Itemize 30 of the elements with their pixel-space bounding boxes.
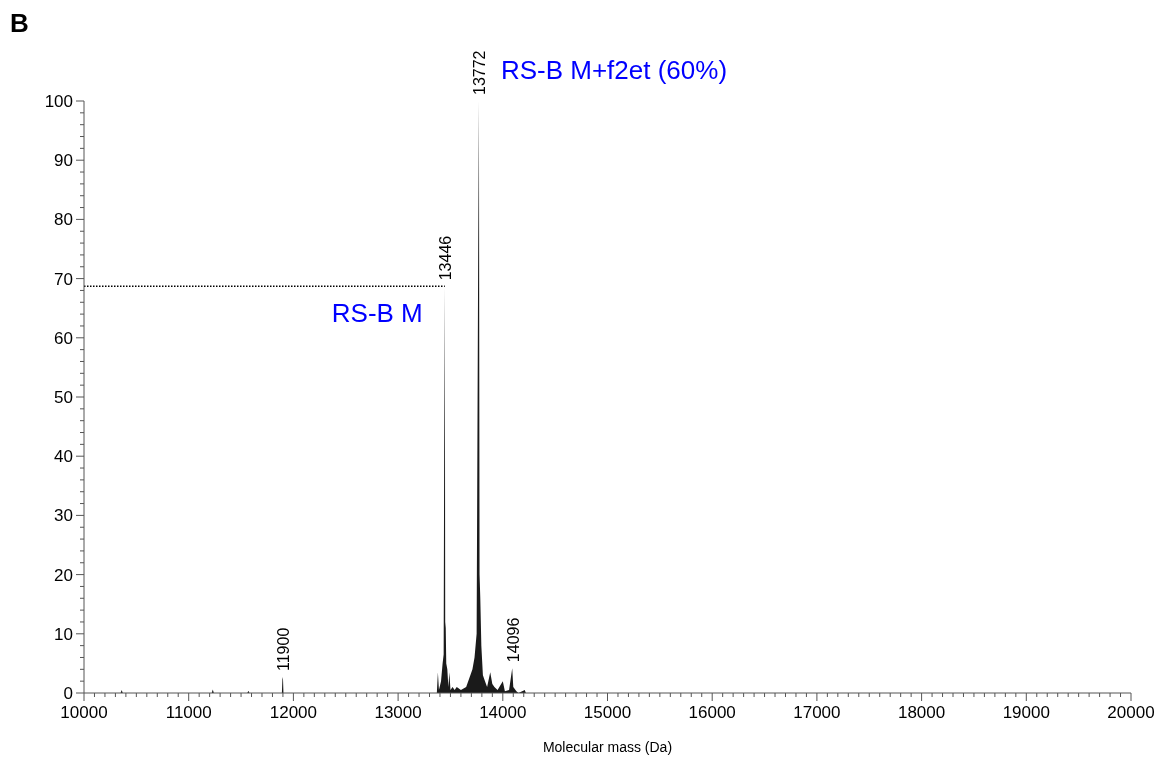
x-tick-label: 12000 <box>269 703 318 722</box>
annotation: 14096 <box>504 617 522 663</box>
x-tick-label: 19000 <box>1002 703 1050 722</box>
x-axis-title: Molecular mass (Da) <box>542 739 673 755</box>
y-tick-label: 70 <box>54 269 73 289</box>
annotation: 13446 <box>436 235 454 281</box>
y-tick-label: 100 <box>44 91 73 111</box>
x-tick-label: 20000 <box>1107 703 1155 722</box>
y-tick-label: 40 <box>54 447 73 467</box>
y-tick-label: 10 <box>54 624 73 644</box>
annotation: 13772 <box>470 50 488 95</box>
x-tick-label: 16000 <box>688 703 736 722</box>
y-tick-label: 20 <box>54 565 73 585</box>
annotation: 11900 <box>274 627 292 672</box>
chart-title: B <box>10 8 29 38</box>
x-tick-label: 11000 <box>165 703 212 722</box>
x-tick-label: 15000 <box>583 703 632 722</box>
annotation: RS-B M <box>331 298 423 329</box>
text: RS-B M+f2et (60%) <box>500 55 728 85</box>
y-tick-label: 80 <box>54 210 73 230</box>
x-tick-label: 18000 <box>897 703 946 722</box>
x-tick-label: 14000 <box>479 703 527 722</box>
x-tick-label: 13000 <box>374 703 422 722</box>
y-tick-label: 60 <box>54 328 73 348</box>
y-tick-label: 30 <box>54 506 73 526</box>
x-tick-label: 10000 <box>60 703 108 722</box>
y-tick-label: 90 <box>54 151 73 171</box>
y-tick-label: 0 <box>63 683 73 703</box>
x-tick-label: 17000 <box>793 703 841 722</box>
y-tick-label: 50 <box>54 387 73 407</box>
